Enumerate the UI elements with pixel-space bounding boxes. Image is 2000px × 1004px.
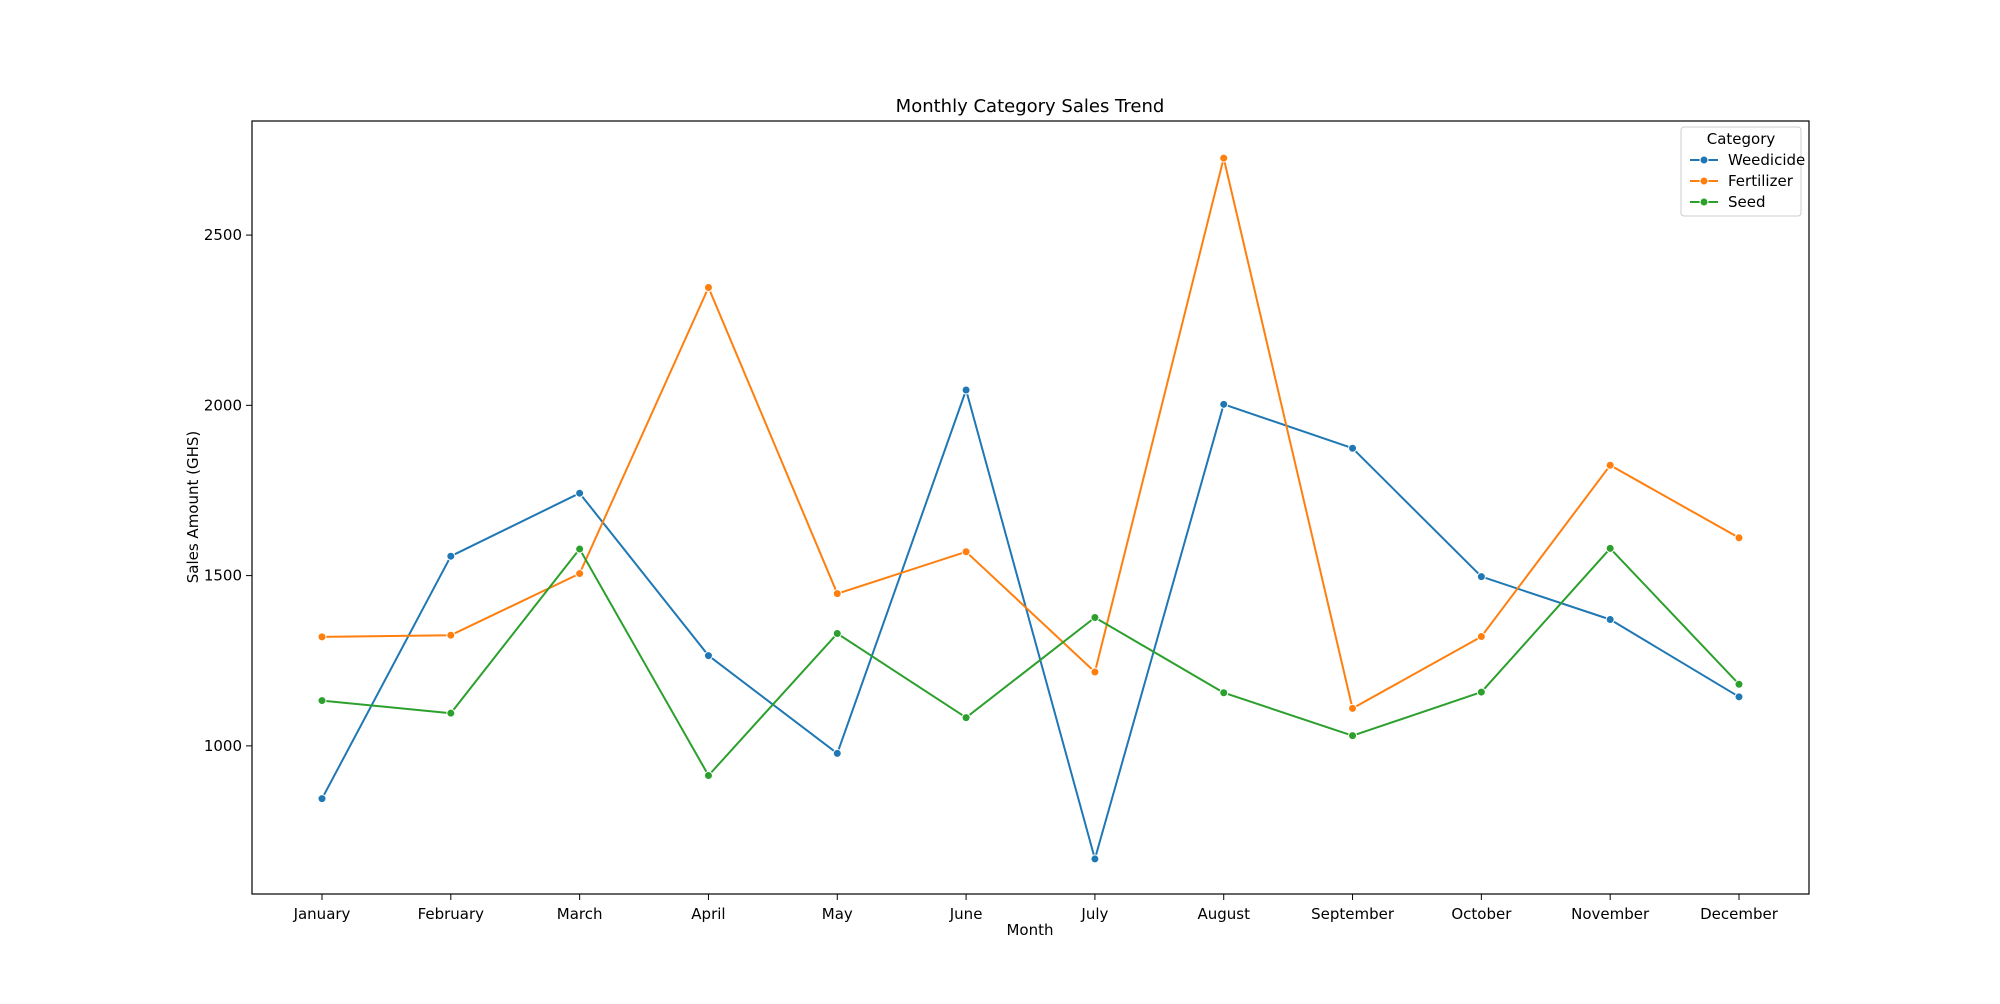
x-tick-label: September <box>1311 905 1395 923</box>
x-tick-label: October <box>1451 905 1512 923</box>
seed-point <box>1348 731 1358 741</box>
weedicide-line <box>321 389 1740 860</box>
seed-line <box>321 547 1740 777</box>
series-weedicide <box>317 385 1744 864</box>
x-tick-label: June <box>949 905 983 923</box>
weedicide-point <box>832 748 842 758</box>
y-tick-label: 2500 <box>204 226 242 244</box>
fertilizer-point <box>1476 632 1486 642</box>
seed-point <box>317 696 327 706</box>
series-seed <box>317 543 1744 780</box>
x-tick-label: May <box>822 905 853 923</box>
fertilizer-point <box>446 630 456 640</box>
fertilizer-line <box>321 157 1740 710</box>
plot-frame <box>251 120 1810 895</box>
series-group <box>317 153 1744 864</box>
seed-point <box>575 544 585 554</box>
fertilizer-point <box>703 283 713 293</box>
legend-label-weedicide: Weedicide <box>1728 151 1805 169</box>
weedicide-point <box>961 385 971 395</box>
fertilizer-point <box>1348 703 1358 713</box>
weedicide-point <box>1348 443 1358 453</box>
seed-point <box>1219 688 1229 698</box>
weedicide-point <box>703 651 713 661</box>
x-tick-label: March <box>557 905 603 923</box>
seed-point <box>1090 612 1100 622</box>
weedicide-point <box>575 488 585 498</box>
seed-point <box>446 708 456 718</box>
legend-items: Weedicide Fertilizer Seed <box>1690 151 1805 211</box>
y-axis-ticks: 1000 1500 2000 2500 <box>204 226 252 755</box>
fertilizer-point <box>1090 667 1100 677</box>
weedicide-point <box>1090 854 1100 864</box>
legend-marker-weedicide <box>1699 155 1709 165</box>
seed-point <box>1605 543 1615 553</box>
x-tick-label: January <box>293 905 351 923</box>
fertilizer-point <box>575 569 585 579</box>
weedicide-point <box>1734 692 1744 702</box>
x-tick-label: August <box>1197 905 1250 923</box>
x-axis-ticks: January February March April May June July Augu… <box>293 894 1779 923</box>
x-tick-label: July <box>1080 905 1108 923</box>
weedicide-point <box>1476 572 1486 582</box>
seed-point <box>1734 679 1744 689</box>
fertilizer-point <box>1734 533 1744 543</box>
y-tick-label: 1500 <box>204 567 242 585</box>
legend-marker-fertilizer <box>1699 176 1709 186</box>
weedicide-point <box>1219 399 1229 409</box>
chart-title: Monthly Category Sales Trend <box>896 96 1165 117</box>
x-axis-label: Month <box>1006 921 1053 939</box>
legend-frame <box>1680 126 1802 217</box>
legend-label-fertilizer: Fertilizer <box>1728 172 1794 190</box>
legend-label-seed: Seed <box>1728 193 1766 211</box>
legend: Category Weedicide Fertilizer Seed <box>1680 126 1805 217</box>
fertilizer-point <box>1605 460 1615 470</box>
fertilizer-point <box>832 589 842 599</box>
series-fertilizer <box>317 153 1744 713</box>
seed-point <box>703 770 713 780</box>
fertilizer-point <box>317 632 327 642</box>
weedicide-point <box>1605 615 1615 625</box>
seed-point <box>1476 687 1486 697</box>
x-tick-label: February <box>418 905 485 923</box>
weedicide-point <box>446 551 456 561</box>
x-tick-label: April <box>691 905 725 923</box>
seed-point <box>832 628 842 638</box>
seed-point <box>961 713 971 723</box>
y-tick-label: 1000 <box>204 737 242 755</box>
fertilizer-point <box>961 547 971 557</box>
legend-marker-seed <box>1699 197 1709 207</box>
x-tick-label: November <box>1571 905 1650 923</box>
y-axis-label: Sales Amount (GHS) <box>184 431 202 584</box>
y-tick-label: 2000 <box>204 396 242 414</box>
x-tick-label: December <box>1700 905 1779 923</box>
weedicide-point <box>317 794 327 804</box>
legend-title: Category <box>1707 130 1776 148</box>
fertilizer-point <box>1219 153 1229 163</box>
